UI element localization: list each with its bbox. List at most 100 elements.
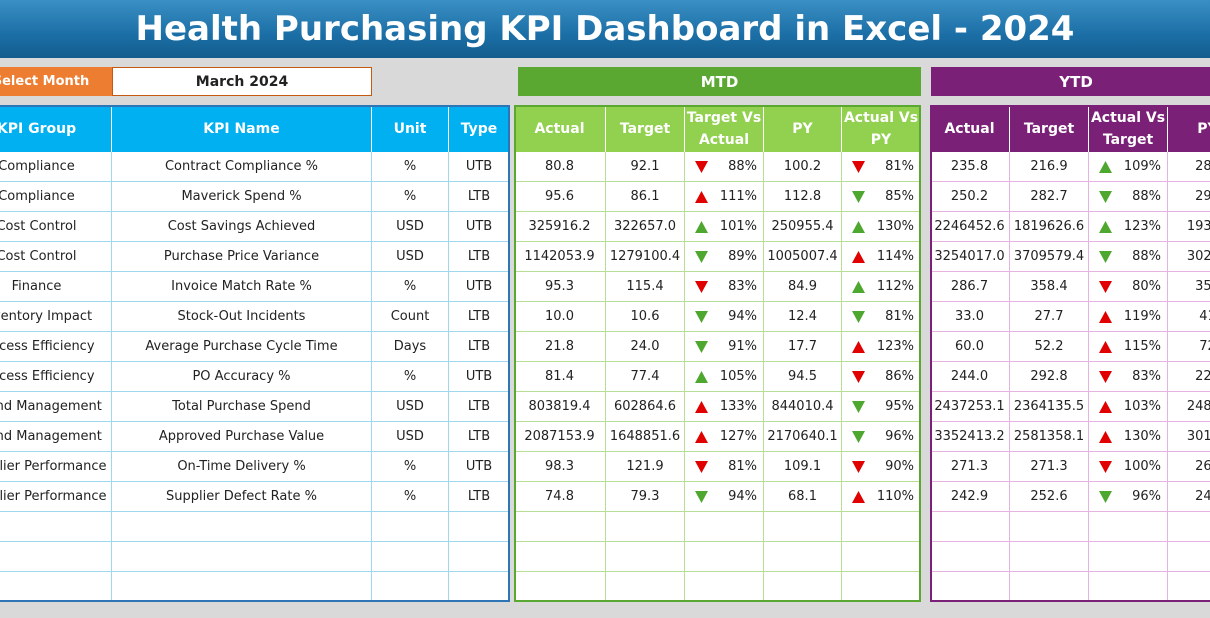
indicator-cell: 101% [685,212,764,242]
table-cell: 250955.4 [764,212,842,242]
table-cell: LTB [449,332,510,362]
indicator-cell: 123% [842,332,921,362]
indicator-cell: 119% [1089,302,1168,332]
percent-text: 83% [1132,369,1161,384]
empty-cell [0,512,112,542]
empty-cell [0,542,112,572]
percent-text: 81% [885,309,914,324]
empty-cell [514,542,606,572]
table-cell: LTB [449,242,510,272]
table-cell: USD [372,422,449,452]
column-header: Unit [372,105,449,152]
trend-arrow [1099,370,1112,383]
percent-text: 90% [885,459,914,474]
table-cell: 100.2 [764,152,842,182]
table-cell: 299 [1168,182,1210,212]
arrow-shape [1099,340,1112,353]
indicator-cell: 111% [685,182,764,212]
table-cell: 27.7 [1010,302,1089,332]
table-cell: 52.2 [1010,332,1089,362]
table-cell: Inventory Impact [0,302,112,332]
column-header: KPI Group [0,105,112,152]
indicator-cell: 133% [685,392,764,422]
table-cell: USD [372,242,449,272]
percent-text: 80% [1132,279,1161,294]
indicator-cell: 114% [842,242,921,272]
arrow-shape [852,250,865,263]
arrow-shape [852,220,865,233]
table-cell: Average Purchase Cycle Time [112,332,372,362]
table-cell: Total Purchase Spend [112,392,372,422]
arrow-shape [695,250,708,263]
empty-cell [764,572,842,602]
table-cell: % [372,482,449,512]
column-header: Actual Vs PY [842,105,921,152]
table-cell: 216.9 [1010,152,1089,182]
table-cell: Compliance [0,152,112,182]
trend-arrow [695,310,708,323]
table-cell: 2246452.6 [930,212,1010,242]
table-cell: LTB [449,482,510,512]
month-label: Select Month [0,67,112,96]
trend-arrow [695,370,708,383]
arrow-shape [695,400,708,413]
trend-arrow [1099,430,1112,443]
table-cell: 121.9 [606,452,685,482]
indicator-cell: 96% [1089,482,1168,512]
table-cell: 285 [1168,152,1210,182]
percent-text: 101% [719,219,757,234]
table-cell: Invoice Match Rate % [112,272,372,302]
empty-cell [764,512,842,542]
empty-cell [606,572,685,602]
arrow-shape [1099,370,1112,383]
trend-arrow [695,460,708,473]
empty-cell [1010,512,1089,542]
table-cell: 2087153.9 [514,422,606,452]
percent-text: 96% [1132,489,1161,504]
indicator-cell: 80% [1089,272,1168,302]
trend-arrow [1099,250,1112,263]
table-cell: 10.0 [514,302,606,332]
month-dropdown[interactable]: March 2024 [112,67,372,96]
table-cell: LTB [449,182,510,212]
table-cell: % [372,182,449,212]
table-cell: Days [372,332,449,362]
percent-text: 103% [1123,399,1161,414]
table-cell: UTB [449,272,510,302]
percent-text: 100% [1123,459,1161,474]
trend-arrow [852,490,865,503]
table-cell: 252.6 [1010,482,1089,512]
column-header: Actual [514,105,606,152]
arrow-shape [695,370,708,383]
empty-cell [1089,542,1168,572]
table-cell: Contract Compliance % [112,152,372,182]
indicator-cell: 127% [685,422,764,452]
indicator-cell: 95% [842,392,921,422]
table-cell: % [372,152,449,182]
empty-cell [842,542,921,572]
trend-arrow [852,160,865,173]
percent-text: 111% [719,189,757,204]
arrow-shape [852,160,865,173]
percent-text: 81% [885,159,914,174]
table-cell: Supplier Performance [0,452,112,482]
trend-arrow [852,460,865,473]
arrow-shape [695,460,708,473]
trend-arrow [852,310,865,323]
indicator-cell: 85% [842,182,921,212]
table-cell: 60.0 [930,332,1010,362]
empty-cell [112,572,372,602]
table-cell: 244.0 [930,362,1010,392]
percent-text: 130% [1123,429,1161,444]
table-cell: 79.3 [606,482,685,512]
table-cell: 286.7 [930,272,1010,302]
indicator-cell: 88% [1089,242,1168,272]
trend-arrow [852,190,865,203]
trend-arrow [1099,220,1112,233]
percent-text: 123% [876,339,914,354]
percent-text: 88% [1132,189,1161,204]
table-cell: 74.8 [514,482,606,512]
arrow-shape [1099,430,1112,443]
indicator-cell: 86% [842,362,921,392]
arrow-shape [852,340,865,353]
